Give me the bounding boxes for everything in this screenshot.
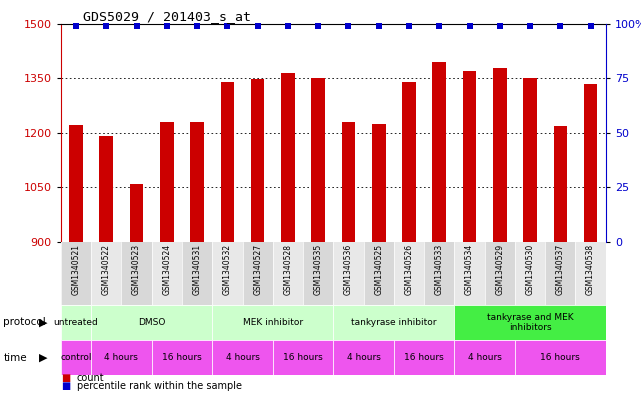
Text: 16 hours: 16 hours [162, 353, 202, 362]
Bar [333, 340, 394, 375]
Bar [242, 242, 273, 305]
Bar [69, 125, 83, 242]
Bar [454, 305, 606, 340]
Bar [273, 242, 303, 305]
Text: untreated: untreated [54, 318, 99, 327]
Bar [433, 62, 446, 242]
Text: GSM1340528: GSM1340528 [283, 244, 292, 295]
Bar [523, 78, 537, 242]
Bar [121, 242, 152, 305]
Text: percentile rank within the sample: percentile rank within the sample [77, 381, 242, 391]
Text: GSM1340534: GSM1340534 [465, 244, 474, 295]
Bar [160, 123, 174, 242]
Bar [515, 242, 545, 305]
Bar [281, 73, 295, 242]
Bar [152, 242, 182, 305]
Text: GSM1340523: GSM1340523 [132, 244, 141, 295]
Text: ▶: ▶ [39, 317, 48, 327]
Bar [363, 242, 394, 305]
Text: 4 hours: 4 hours [468, 353, 502, 362]
Text: GSM1340535: GSM1340535 [313, 244, 322, 295]
Text: count: count [77, 373, 104, 383]
Text: tankyrase inhibitor: tankyrase inhibitor [351, 318, 437, 327]
Text: 4 hours: 4 hours [347, 353, 381, 362]
Bar [61, 242, 91, 305]
Bar [182, 242, 212, 305]
Bar [463, 71, 476, 242]
Text: DMSO: DMSO [138, 318, 165, 327]
Bar [485, 242, 515, 305]
Bar [273, 340, 333, 375]
Text: GSM1340537: GSM1340537 [556, 244, 565, 295]
Text: MEK inhibitor: MEK inhibitor [243, 318, 303, 327]
Bar [212, 305, 333, 340]
Bar [91, 340, 152, 375]
Bar [251, 79, 265, 242]
Text: ■: ■ [61, 381, 70, 391]
Bar [342, 123, 355, 242]
Bar [493, 68, 506, 242]
Bar [91, 305, 212, 340]
Text: time: time [3, 353, 27, 363]
Text: protocol: protocol [3, 317, 46, 327]
Text: GSM1340536: GSM1340536 [344, 244, 353, 295]
Text: GSM1340527: GSM1340527 [253, 244, 262, 295]
Bar [424, 242, 454, 305]
Bar [545, 242, 576, 305]
Bar [333, 242, 363, 305]
Bar [152, 340, 212, 375]
Bar [129, 184, 144, 242]
Text: GSM1340522: GSM1340522 [102, 244, 111, 295]
Bar [221, 82, 234, 242]
Bar [190, 123, 204, 242]
Text: GSM1340530: GSM1340530 [526, 244, 535, 295]
Bar [312, 78, 325, 242]
Text: 4 hours: 4 hours [104, 353, 138, 362]
Bar [61, 340, 91, 375]
Bar [61, 305, 91, 340]
Text: GSM1340529: GSM1340529 [495, 244, 504, 295]
Text: ▶: ▶ [39, 353, 48, 363]
Bar [303, 242, 333, 305]
Text: 16 hours: 16 hours [540, 353, 580, 362]
Text: GDS5029 / 201403_s_at: GDS5029 / 201403_s_at [83, 10, 251, 23]
Text: GSM1340524: GSM1340524 [162, 244, 171, 295]
Text: GSM1340521: GSM1340521 [72, 244, 81, 295]
Bar [576, 242, 606, 305]
Bar [554, 126, 567, 242]
Bar [402, 82, 416, 242]
Text: GSM1340531: GSM1340531 [192, 244, 202, 295]
Text: 16 hours: 16 hours [283, 353, 323, 362]
Text: GSM1340533: GSM1340533 [435, 244, 444, 295]
Text: 16 hours: 16 hours [404, 353, 444, 362]
Text: tankyrase and MEK
inhibitors: tankyrase and MEK inhibitors [487, 312, 574, 332]
Text: 4 hours: 4 hours [226, 353, 260, 362]
Bar [584, 84, 597, 242]
Bar [515, 340, 606, 375]
Bar [454, 242, 485, 305]
Bar [394, 242, 424, 305]
Bar [333, 305, 454, 340]
Bar [91, 242, 121, 305]
Bar [99, 136, 113, 242]
Text: ■: ■ [61, 373, 70, 383]
Text: GSM1340525: GSM1340525 [374, 244, 383, 295]
Text: GSM1340526: GSM1340526 [404, 244, 413, 295]
Bar [454, 340, 515, 375]
Text: GSM1340538: GSM1340538 [586, 244, 595, 295]
Bar [212, 242, 242, 305]
Text: control: control [60, 353, 92, 362]
Bar [212, 340, 273, 375]
Bar [394, 340, 454, 375]
Bar [372, 123, 385, 242]
Text: GSM1340532: GSM1340532 [223, 244, 232, 295]
